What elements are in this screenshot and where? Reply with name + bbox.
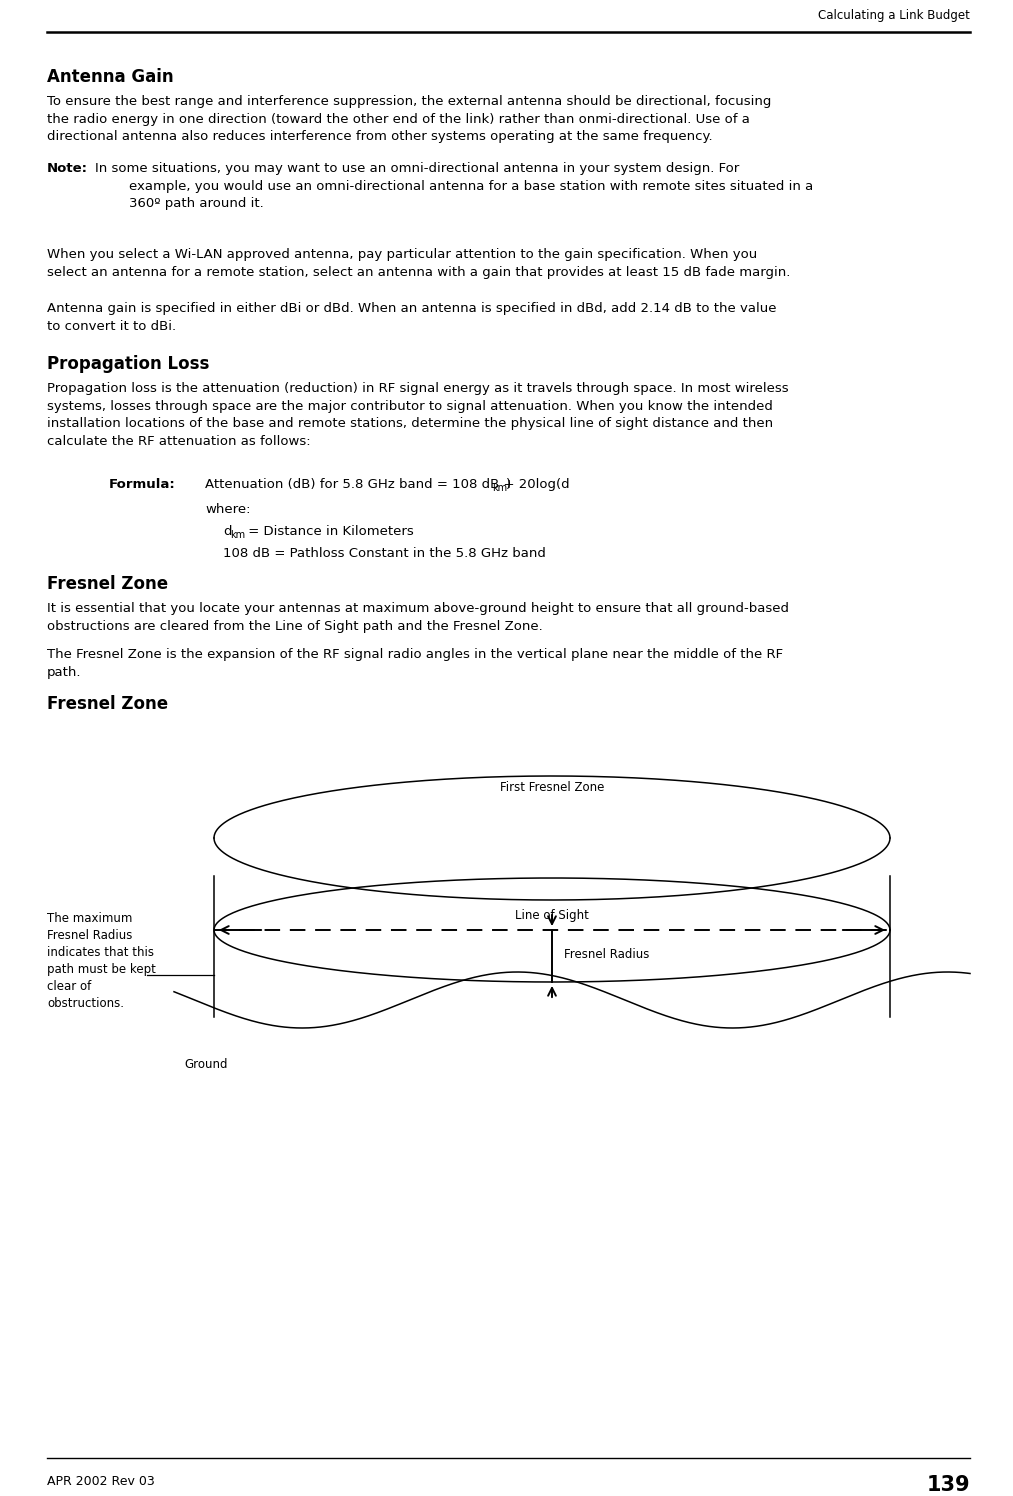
- Text: In some situations, you may want to use an omni-directional antenna in your syst: In some situations, you may want to use …: [95, 162, 813, 209]
- Text: Formula:: Formula:: [108, 479, 175, 491]
- Text: Fresnel Radius: Fresnel Radius: [564, 948, 649, 960]
- Text: Fresnel Zone: Fresnel Zone: [47, 696, 168, 714]
- Text: ): ): [506, 479, 512, 491]
- Text: First Fresnel Zone: First Fresnel Zone: [499, 781, 604, 794]
- Text: Propagation Loss: Propagation Loss: [47, 355, 210, 373]
- Text: km: km: [230, 530, 245, 540]
- Text: Propagation loss is the attenuation (reduction) in RF signal energy as it travel: Propagation loss is the attenuation (red…: [47, 381, 789, 447]
- Text: Note:: Note:: [47, 162, 88, 175]
- Text: 139: 139: [926, 1475, 970, 1495]
- Text: km: km: [492, 483, 508, 494]
- Text: The Fresnel Zone is the expansion of the RF signal radio angles in the vertical : The Fresnel Zone is the expansion of the…: [47, 648, 783, 679]
- Text: It is essential that you locate your antennas at maximum above-ground height to : It is essential that you locate your ant…: [47, 601, 789, 633]
- Text: 108 dB = Pathloss Constant in the 5.8 GHz band: 108 dB = Pathloss Constant in the 5.8 GH…: [223, 548, 546, 560]
- Text: Attenuation (dB) for 5.8 GHz band = 108 dB + 20log(d: Attenuation (dB) for 5.8 GHz band = 108 …: [205, 479, 569, 491]
- Text: d: d: [223, 525, 232, 539]
- Text: where:: where:: [205, 503, 250, 516]
- Text: APR 2002 Rev 03: APR 2002 Rev 03: [47, 1475, 155, 1489]
- Text: Ground: Ground: [184, 1058, 228, 1071]
- Text: Fresnel Zone: Fresnel Zone: [47, 574, 168, 592]
- Text: To ensure the best range and interference suppression, the external antenna shou: To ensure the best range and interferenc…: [47, 96, 771, 144]
- Text: Antenna gain is specified in either dBi or dBd. When an antenna is specified in : Antenna gain is specified in either dBi …: [47, 302, 777, 332]
- Text: When you select a Wi-LAN approved antenna, pay particular attention to the gain : When you select a Wi-LAN approved antenn…: [47, 248, 790, 278]
- Text: Antenna Gain: Antenna Gain: [47, 67, 173, 85]
- Text: Calculating a Link Budget: Calculating a Link Budget: [819, 9, 970, 22]
- Text: The maximum
Fresnel Radius
indicates that this
path must be kept
clear of
obstru: The maximum Fresnel Radius indicates tha…: [47, 913, 156, 1010]
- Text: = Distance in Kilometers: = Distance in Kilometers: [244, 525, 413, 539]
- Text: Line of Sight: Line of Sight: [515, 910, 589, 922]
